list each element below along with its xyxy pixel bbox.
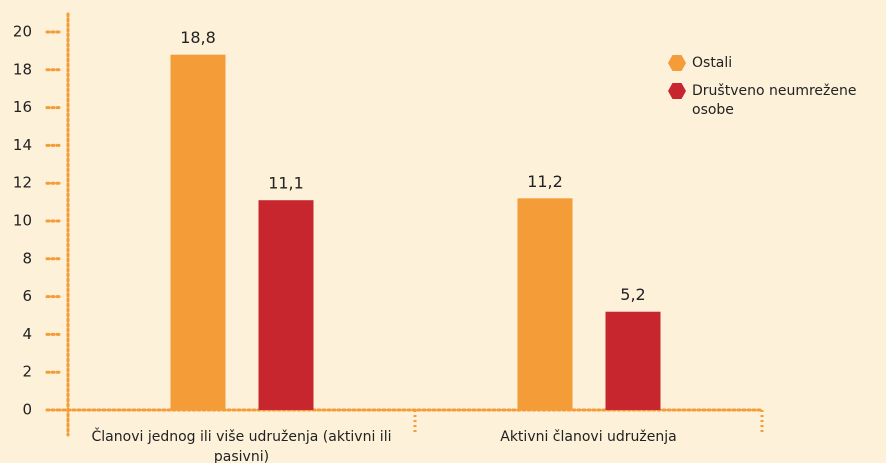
value-label: 5,2 [620,285,645,304]
y-tick-label: 12 [13,174,32,192]
x-tick-label: Aktivni članovi udruženja [500,429,677,445]
legend-item: Ostali [668,54,882,73]
y-tick-label: 18 [13,60,32,78]
bar [517,198,573,410]
y-tick-label: 6 [22,287,32,305]
y-tick-label: 8 [22,249,32,267]
value-label: 18,8 [180,28,216,47]
legend-label: Društveno neumrežene osobe [692,83,857,118]
value-label: 11,2 [527,172,563,191]
y-tick-label: 16 [13,98,32,116]
y-tick-label: 10 [13,212,32,230]
y-tick-label: 20 [13,23,32,41]
y-tick-label: 2 [22,363,32,381]
bar [605,311,661,410]
y-tick-label: 14 [13,136,32,154]
y-tick-label: 4 [22,325,32,343]
bar [170,54,226,411]
value-label: 11,1 [268,174,304,193]
x-tick-label: Članovi jednog ili više udruženja (aktiv… [91,429,392,463]
bar [258,200,314,410]
legend-item: Društveno neumrežene osobe [668,82,882,120]
legend-label: Ostali [692,55,733,71]
y-tick-label: 0 [22,401,32,419]
